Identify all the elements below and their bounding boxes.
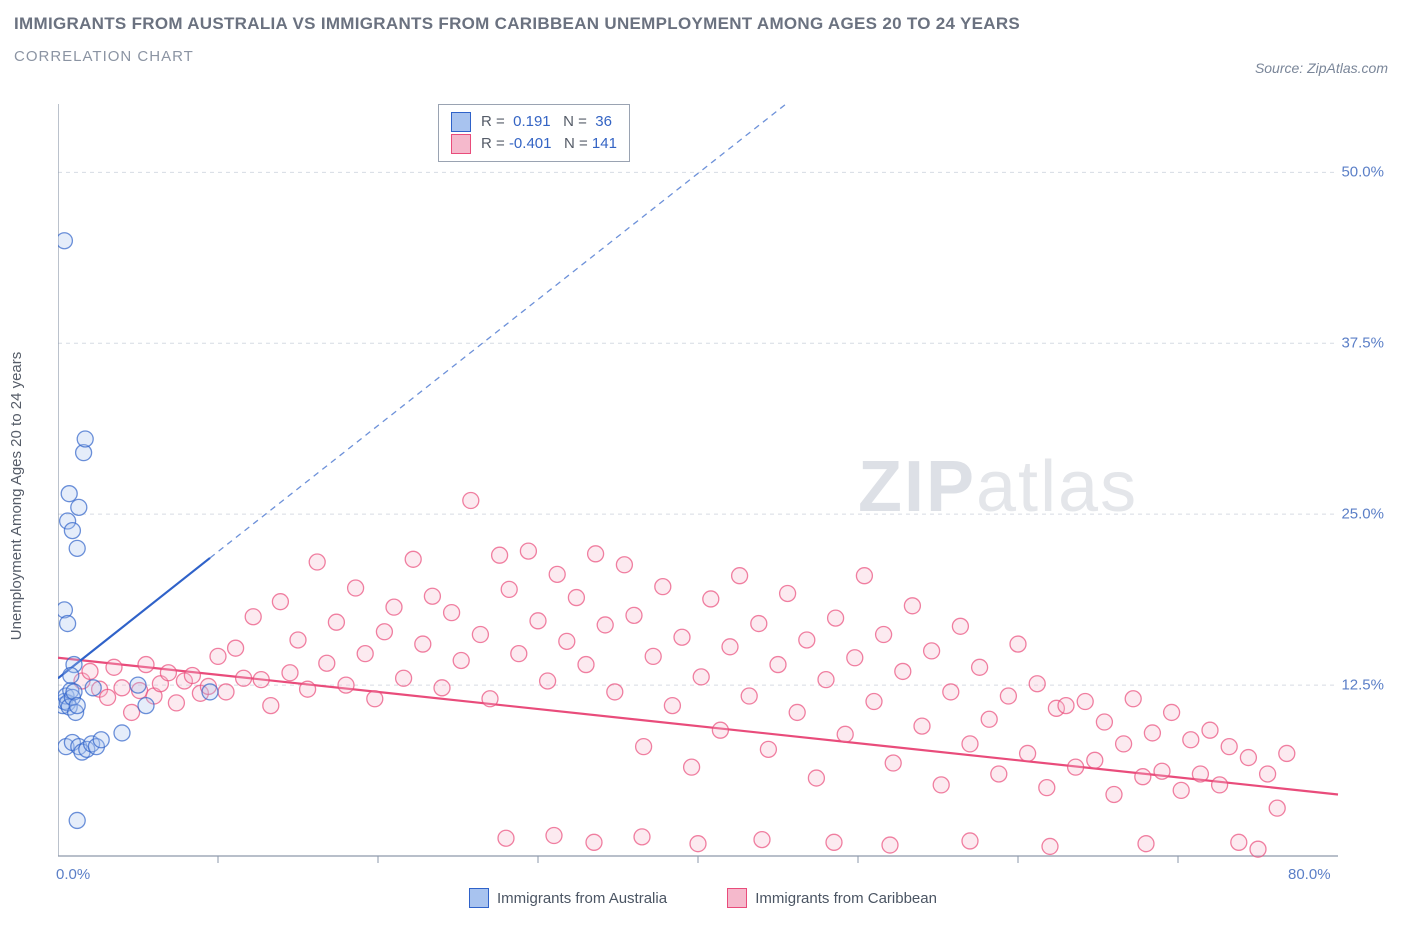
legend: Immigrants from Australia Immigrants fro… xyxy=(14,888,1392,912)
stats-row: R = -0.401 N = 141 xyxy=(451,133,617,155)
chart-svg xyxy=(58,104,1388,892)
plot-area: Unemployment Among Ages 20 to 24 years 1… xyxy=(14,96,1392,914)
stat-label: N = xyxy=(551,111,591,133)
legend-label: Immigrants from Australia xyxy=(497,890,667,907)
chart-subtitle: CORRELATION CHART xyxy=(14,48,1020,65)
y-tick-label: 37.5% xyxy=(1341,335,1384,352)
legend-item: Immigrants from Australia xyxy=(469,888,667,908)
chart-title: IMMIGRANTS FROM AUSTRALIA VS IMMIGRANTS … xyxy=(14,14,1020,34)
stat-label: R = xyxy=(481,133,509,155)
stat-value: 36 xyxy=(591,111,612,133)
legend-label: Immigrants from Caribbean xyxy=(755,890,937,907)
chart-container: IMMIGRANTS FROM AUSTRALIA VS IMMIGRANTS … xyxy=(0,0,1406,930)
stat-value: 141 xyxy=(592,133,617,155)
stat-label: R = xyxy=(481,111,509,133)
y-axis-label: Unemployment Among Ages 20 to 24 years xyxy=(8,352,25,641)
stat-value: -0.401 xyxy=(509,133,552,155)
scatter-chart: 12.5% 25.0% 37.5% 50.0% 0.0% 80.0% R = 0… xyxy=(58,104,1388,892)
correlation-stats-box: R = 0.191 N = 36 R = -0.401 N = 141 xyxy=(438,104,630,162)
stat-label: N = xyxy=(551,133,591,155)
legend-swatch-icon xyxy=(727,888,747,908)
y-tick-label: 25.0% xyxy=(1341,506,1384,523)
series-swatch-icon xyxy=(451,134,471,154)
y-tick-label: 50.0% xyxy=(1341,164,1384,181)
x-tick-max-label: 80.0% xyxy=(1288,866,1331,883)
legend-swatch-icon xyxy=(469,888,489,908)
y-tick-label: 12.5% xyxy=(1341,677,1384,694)
source-attribution: Source: ZipAtlas.com xyxy=(1255,60,1388,76)
x-tick-min-label: 0.0% xyxy=(56,866,90,883)
stats-row: R = 0.191 N = 36 xyxy=(451,111,617,133)
stat-value: 0.191 xyxy=(509,111,551,133)
series-swatch-icon xyxy=(451,112,471,132)
title-block: IMMIGRANTS FROM AUSTRALIA VS IMMIGRANTS … xyxy=(14,14,1020,65)
legend-item: Immigrants from Caribbean xyxy=(727,888,937,908)
